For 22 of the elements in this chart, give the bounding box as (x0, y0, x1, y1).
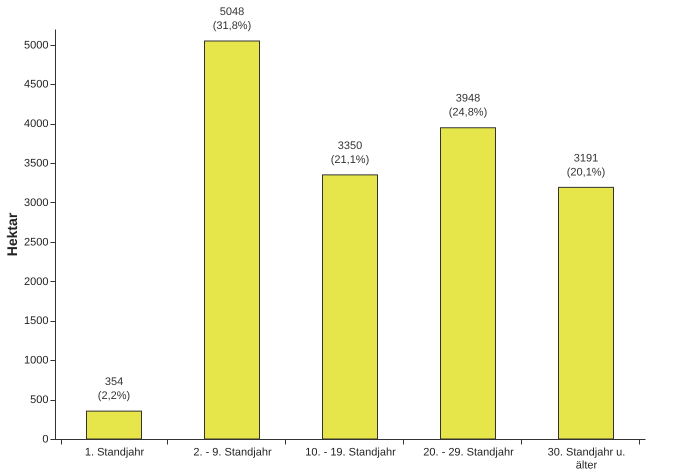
y-tick-label: 3000 (24, 196, 48, 209)
x-tick-label: 1. Standjahr (84, 446, 144, 458)
x-tick-label: 2. - 9. Standjahr (193, 446, 272, 458)
x-tick-label: 10. - 19. Standjahr (305, 446, 396, 458)
y-tick-label: 3500 (24, 158, 48, 170)
x-tick-label: 30. Standjahr u. älter (548, 446, 626, 472)
y-tick-label: 4000 (24, 118, 48, 130)
y-tick-label: 0 (42, 434, 48, 446)
data-label: 3350 (21,1%) (330, 140, 370, 166)
y-tick-label: 2000 (24, 276, 48, 288)
y-tick-label: 1000 (24, 354, 48, 367)
y-tick-label: 1500 (24, 315, 48, 328)
y-axis-title: Hektar (4, 212, 20, 256)
y-tick-label: 5000 (24, 39, 48, 52)
y-tick-label: 2500 (24, 236, 48, 248)
data-label: 354 (2,2%) (98, 376, 130, 402)
data-label: 3948 (24,8%) (448, 92, 488, 119)
data-label: 3191 (20,1%) (566, 152, 606, 178)
x-tick-label: 20. - 29. Standjahr (423, 446, 514, 458)
y-tick-label: 500 (30, 394, 48, 406)
data-label: 5048 (31,8%) (212, 6, 252, 32)
y-tick-label: 4500 (24, 78, 48, 91)
